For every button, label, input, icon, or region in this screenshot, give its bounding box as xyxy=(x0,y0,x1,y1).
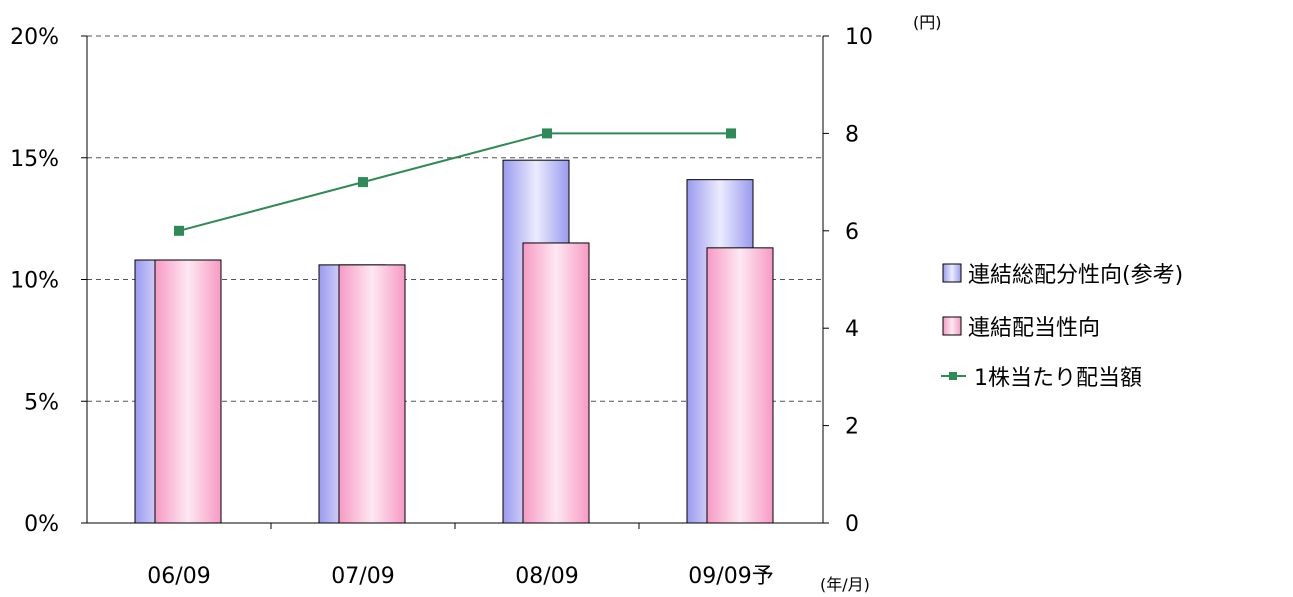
dividend-point xyxy=(726,128,736,139)
line-series xyxy=(174,128,736,236)
category-label: 09/09予 xyxy=(688,564,773,589)
right-tick-label: 0 xyxy=(845,512,859,537)
dividend-point xyxy=(174,225,184,236)
right-tick-label: 4 xyxy=(845,317,859,342)
right-axis-unit: (円) xyxy=(913,13,942,32)
legend-item-payout-ratio: 連結配当性向 xyxy=(942,316,1100,341)
legend-swatch-payout-ratio xyxy=(942,316,962,336)
left-tick-label: 0% xyxy=(24,512,59,537)
right-tick-labels: 0 2 4 6 8 10 xyxy=(845,25,873,537)
category-label: 07/09 xyxy=(331,564,394,589)
left-tick-label: 5% xyxy=(24,390,59,415)
bar-payout-ratio xyxy=(338,264,406,524)
legend-swatch-total-payout xyxy=(942,263,962,283)
legend-marker-dividend xyxy=(949,372,957,380)
left-tick-label: 15% xyxy=(10,147,59,172)
category-label: 08/09 xyxy=(515,564,578,589)
right-tick-label: 10 xyxy=(845,25,873,50)
right-tick-label: 8 xyxy=(845,122,859,147)
category-label: 06/09 xyxy=(147,564,210,589)
right-tick-label: 6 xyxy=(845,220,859,245)
axes xyxy=(81,35,829,529)
legend: 連結総配分性向(参考) 連結配当性向 1株当たり配当額 xyxy=(941,263,1183,391)
legend-item-dividend: 1株当たり配当額 xyxy=(941,366,1142,391)
left-tick-labels: 0% 5% 10% 15% 20% xyxy=(10,25,59,537)
dividend-point xyxy=(542,128,552,139)
legend-label-payout-ratio: 連結配当性向 xyxy=(968,316,1100,341)
category-labels: 06/09 07/09 08/09 09/09予 xyxy=(147,564,773,589)
bars xyxy=(134,159,774,524)
dividend-point xyxy=(358,177,368,188)
left-tick-label: 20% xyxy=(10,25,59,50)
dividend-line xyxy=(178,132,731,232)
bar-payout-ratio xyxy=(522,242,590,524)
legend-item-total-payout: 連結総配分性向(参考) xyxy=(942,263,1183,288)
left-tick-label: 10% xyxy=(10,269,59,294)
legend-label-total-payout: 連結総配分性向(参考) xyxy=(968,263,1183,288)
x-axis-unit: (年/月) xyxy=(820,575,870,594)
bar-payout-ratio xyxy=(706,247,774,524)
legend-label-dividend: 1株当たり配当額 xyxy=(974,366,1142,391)
bar-payout-ratio xyxy=(154,259,222,524)
right-tick-label: 2 xyxy=(845,415,859,440)
